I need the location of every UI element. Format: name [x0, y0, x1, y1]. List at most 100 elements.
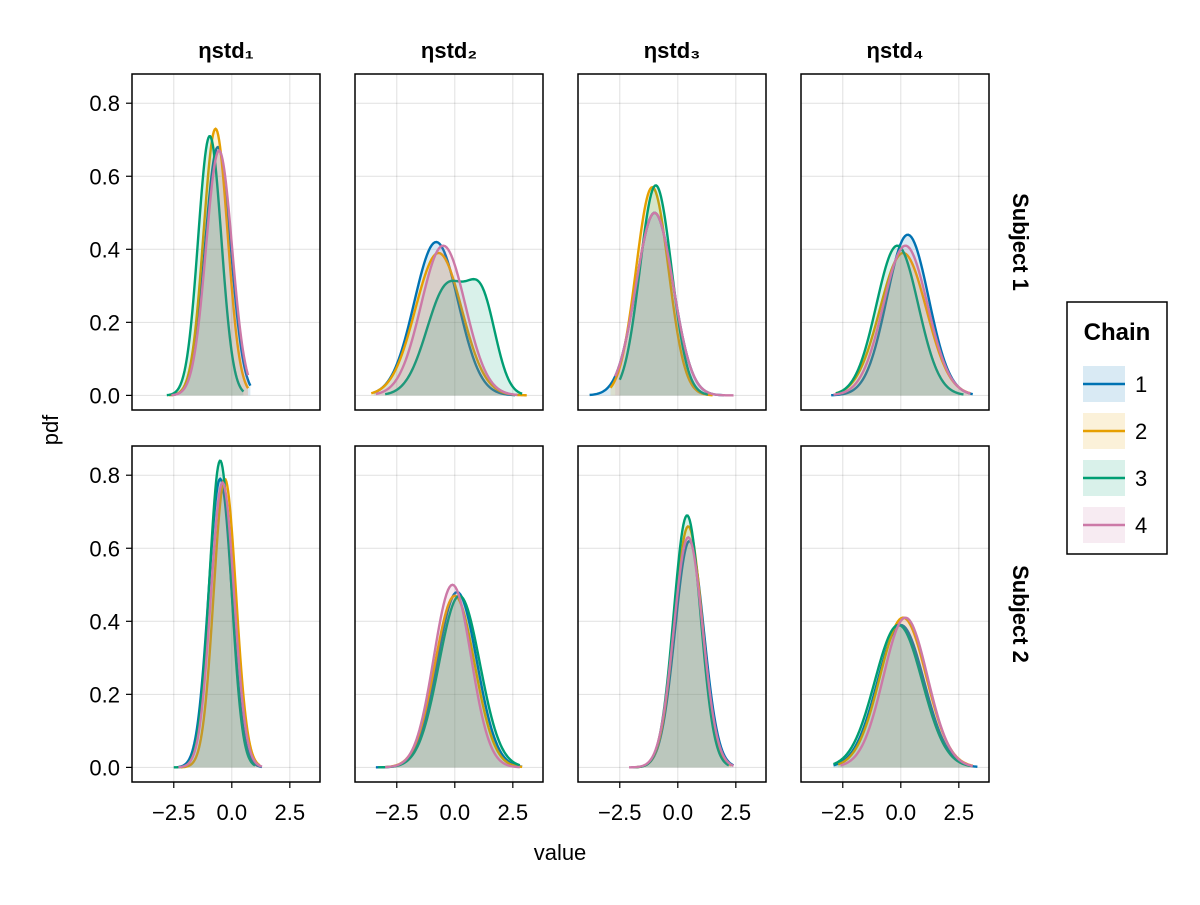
legend-label: 3	[1135, 466, 1147, 491]
x-tick-label: −2.5	[152, 800, 195, 825]
y-tick-label: 0.4	[89, 237, 120, 262]
legend: Chain 1 2 3 4	[1066, 301, 1168, 555]
x-axis-title: value	[534, 840, 587, 865]
density-line-chain-4	[171, 149, 250, 397]
panels-layer: 0.0 0.2 0.4 0.6 0.8 0.0 0.2 0.4 0.6 0.8 −2.5 0.0 2.5…	[89, 73, 990, 825]
panel-r2-c4: −2.5 0.0 2.5	[800, 445, 990, 825]
panel-frame	[577, 445, 767, 783]
x-tick-label: 0.0	[217, 800, 248, 825]
x-tick-label: −2.5	[598, 800, 641, 825]
legend-label: 1	[1135, 372, 1147, 397]
density-area-chain-2	[385, 595, 523, 768]
legend-entry-4: 4	[1083, 507, 1147, 543]
y-tick-label: 0.2	[89, 310, 120, 335]
density-line-chain-2	[180, 477, 261, 769]
legend-entry-2: 2	[1083, 413, 1147, 449]
density-area-chain-2	[610, 187, 713, 396]
density-area-chain-1	[375, 592, 523, 768]
y-axis-title: pdf	[38, 414, 63, 445]
density-area-chain-4	[629, 537, 734, 768]
density-area-chain-3	[173, 460, 256, 768]
density-area-chain-3	[619, 185, 708, 396]
panel-r2-c3: −2.5 0.0 2.5	[577, 445, 767, 825]
density-area-chain-2	[838, 617, 973, 768]
legend-entry-3: 3	[1083, 460, 1147, 496]
density-line-chain-3	[618, 184, 709, 396]
y-tick-label: 0.8	[89, 91, 120, 116]
density-line-chain-4	[629, 535, 734, 769]
density-area-chain-3	[385, 279, 523, 396]
x-tick-label: 0.0	[886, 800, 917, 825]
density-area-chain-1	[171, 147, 251, 396]
x-tick-label: 2.5	[498, 800, 529, 825]
density-area-chain-1	[631, 540, 734, 768]
x-tick-label: −2.5	[375, 800, 418, 825]
column-title-3: ηstd₃	[644, 38, 701, 63]
y-tick-label: 0.6	[89, 164, 120, 189]
panel-series-group	[166, 127, 252, 397]
x-tick-label: 2.5	[721, 800, 752, 825]
density-line-chain-4	[178, 481, 263, 769]
panel-background	[578, 74, 766, 410]
density-area-chain-4	[171, 150, 249, 396]
panel-r1-c3	[577, 73, 767, 411]
x-tick-label: 2.5	[275, 800, 306, 825]
y-tick-label: 0.0	[89, 383, 120, 408]
density-area-chain-1	[833, 624, 978, 768]
legend-title: Chain	[1084, 319, 1151, 346]
legend-box	[1066, 301, 1168, 555]
panel-background	[578, 446, 766, 782]
panel-r1-c1: 0.0 0.2 0.4 0.6 0.8	[89, 73, 321, 411]
density-line-chain-4	[840, 616, 973, 768]
row-title-subject-1: Subject 1	[1008, 193, 1033, 291]
x-tick-label: 0.0	[663, 800, 694, 825]
density-area-chain-1	[589, 212, 725, 396]
panel-background	[355, 74, 543, 410]
panel-series-group	[173, 459, 263, 769]
density-area-chain-2	[835, 252, 971, 396]
panel-frame	[577, 73, 767, 411]
panel-frame	[354, 73, 544, 411]
panel-r2-c2: −2.5 0.0 2.5	[354, 445, 544, 825]
y-tick-label: 0.0	[89, 755, 120, 780]
panel-series-group	[629, 514, 735, 769]
density-area-chain-1	[178, 478, 262, 768]
panel-frame	[131, 73, 321, 411]
density-area-chain-3	[633, 515, 729, 768]
panel-frame	[800, 445, 990, 783]
y-tick-label: 0.4	[89, 609, 120, 634]
y-tick-label: 0.8	[89, 463, 120, 488]
density-area-chain-1	[831, 234, 973, 396]
column-title-2: ηstd₂	[421, 38, 477, 63]
density-line-chain-4	[614, 211, 734, 397]
density-line-chain-3	[833, 623, 971, 768]
panel-series-group	[370, 240, 527, 397]
legend-label: 4	[1135, 513, 1147, 538]
panel-series-group	[375, 583, 523, 769]
density-line-chain-4	[375, 244, 518, 397]
density-line-chain-4	[385, 583, 520, 769]
panel-r2-c1: 0.0 0.2 0.4 0.6 0.8 −2.5 0.0 2.5	[89, 445, 321, 825]
density-area-chain-2	[371, 252, 527, 396]
x-tick-label: 2.5	[944, 800, 975, 825]
density-area-chain-4	[385, 584, 520, 768]
density-area-chain-4	[833, 245, 971, 396]
density-area-chain-1	[373, 242, 516, 396]
legend-entry-1: 1	[1083, 366, 1147, 402]
density-area-chain-4	[375, 245, 518, 396]
density-line-chain-3	[384, 277, 523, 396]
panel-r1-c4	[800, 73, 990, 411]
legend-entries: 1 2 3 4	[1083, 366, 1147, 543]
panel-series-group	[833, 616, 978, 768]
density-line-chain-3	[166, 134, 245, 397]
panel-r1-c2	[354, 73, 544, 411]
column-title-1: ηstd₁	[198, 38, 254, 63]
row-title-subject-2: Subject 2	[1008, 565, 1033, 663]
panel-frame	[354, 445, 544, 783]
column-title-4: ηstd₄	[867, 38, 924, 63]
panel-series-group	[831, 233, 973, 397]
density-line-chain-3	[835, 244, 964, 396]
panel-background	[801, 74, 989, 410]
y-tick-label: 0.6	[89, 536, 120, 561]
